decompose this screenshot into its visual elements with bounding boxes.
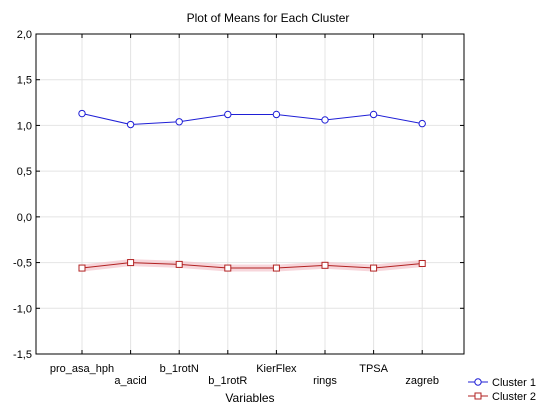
x-tick-label: TPSA [359, 363, 388, 375]
series-2-point [370, 264, 378, 272]
series-1-point [126, 120, 135, 129]
x-tick-label: rings [313, 375, 337, 387]
series-2-point [224, 264, 232, 272]
x-tick-label: zagreb [405, 375, 439, 387]
legend-entry-2: Cluster 2 [468, 391, 536, 403]
series-2-point [175, 260, 183, 268]
y-axis: 2,0 1,5 1,0 0,5 0,0 -0,5 -1,0 -1,5 [13, 29, 464, 361]
series-2-point [272, 264, 280, 272]
series-1-point [224, 110, 232, 119]
chart-title: Plot of Means for Each Cluster [187, 11, 350, 25]
series-1-point [78, 109, 86, 118]
y-tick-label: 0,0 [17, 212, 32, 224]
x-tick-label: KierFlex [256, 363, 297, 375]
x-tick-label: b_1rotN [160, 363, 199, 375]
y-tick-label: -1,0 [13, 303, 32, 315]
y-tick-label: 0,5 [17, 166, 32, 178]
legend: Cluster 1 Cluster 2 [468, 377, 536, 403]
series-2-point [78, 264, 86, 272]
series-layer [78, 109, 426, 272]
y-tick-label: -0,5 [13, 258, 32, 270]
series-1-point [175, 118, 183, 126]
legend-entry-1: Cluster 1 [468, 377, 536, 389]
series-1-line [81, 113, 423, 126]
series-1-point [369, 110, 378, 119]
x-tick-label: a_acid [114, 375, 146, 387]
y-tick-label: 2,0 [17, 29, 32, 41]
y-tick-label: 1,0 [17, 120, 32, 132]
series-2-point [418, 259, 426, 267]
series-2 [78, 259, 426, 272]
series-1 [78, 109, 426, 129]
grid [36, 33, 464, 355]
legend-label: Cluster 1 [492, 377, 536, 389]
series-2-point [321, 261, 329, 269]
x-tick-label: b_1rotR [208, 375, 247, 387]
series-1-point [321, 116, 329, 124]
x-axis-label: Variables [225, 391, 274, 405]
x-tick-label: pro_asa_hph [50, 363, 114, 375]
y-tick-label: -1,5 [13, 349, 32, 361]
legend-label: Cluster 2 [492, 391, 536, 403]
legend-marker-circle [474, 378, 482, 386]
series-1-point [272, 110, 281, 119]
plot-frame [35, 33, 465, 355]
y-tick-label: 1,5 [17, 75, 32, 87]
series-2-point [127, 259, 135, 267]
series-2-line [81, 262, 423, 269]
series-1-point [418, 119, 426, 128]
legend-marker-square [474, 392, 482, 400]
